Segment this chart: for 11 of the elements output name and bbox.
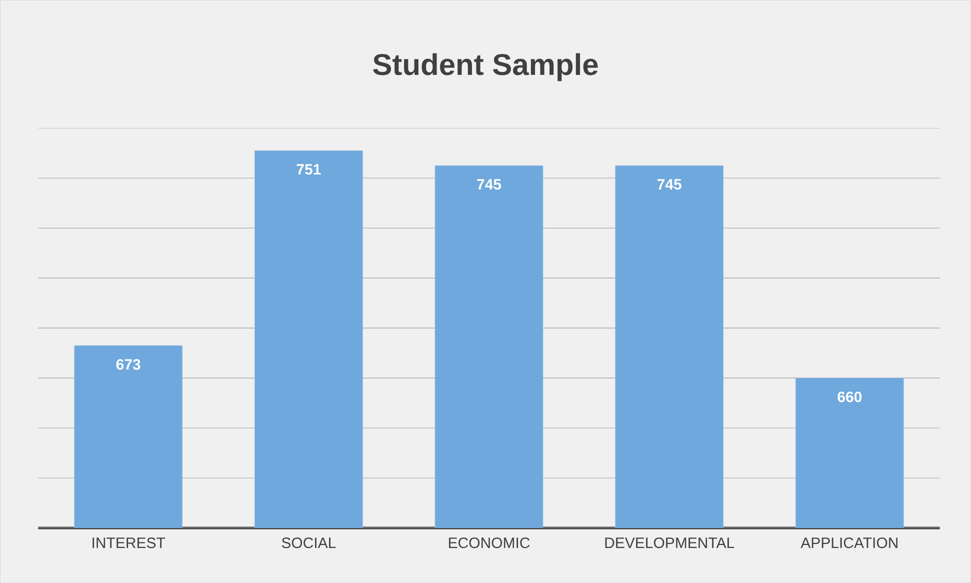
data-label: 751 <box>296 164 321 175</box>
x-tick-label: SOCIAL <box>282 537 336 548</box>
x-tick-label: APPLICATION <box>800 537 898 548</box>
chart-title: Student Sample <box>373 53 598 82</box>
data-label: 745 <box>477 179 502 190</box>
x-tick-label: DEVELOPMENTAL <box>605 537 734 548</box>
data-label: 660 <box>838 391 862 402</box>
x-tick-label: INTEREST <box>92 537 166 548</box>
data-label: 745 <box>657 179 682 190</box>
x-tick-label: ECONOMIC <box>448 537 530 548</box>
data-label: 673 <box>116 359 140 370</box>
